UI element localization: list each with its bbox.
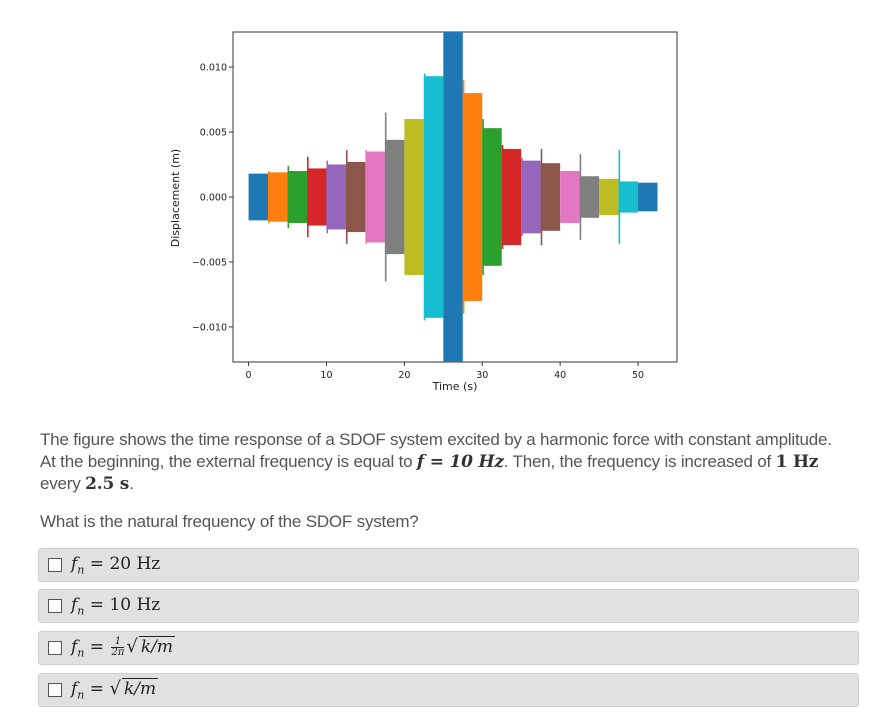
segment-band [462,93,483,301]
segment-transient [287,165,290,229]
segment-band [365,151,385,243]
x-tick-label: 40 [554,370,566,381]
x-axis-label: Time (s) [432,380,478,393]
answer-option-4[interactable]: fn = √ k/m [38,673,859,707]
segment-transient [482,119,484,275]
x-axis-ticks: 0 10 20 30 40 50 [246,362,644,381]
segment-band [638,182,658,212]
segment-transient [579,154,582,240]
segment-transient [268,171,270,223]
sqrt-symbol: √ [126,636,138,658]
y-tick-label: 0.000 [200,193,227,204]
y-axis-ticks: 0.010 0.005 0.000 −0.005 −0.010 [192,63,233,333]
segment-band [248,173,269,221]
y-tick-label: 0.005 [200,128,227,139]
segment-transient [423,73,426,321]
segment-band [345,161,366,233]
segment-band [443,32,463,362]
segment-transient [365,150,368,244]
question-part-3: every [40,474,81,493]
answer-option-3[interactable]: fn = 1 2π √ k/m [38,631,859,665]
segment-transient [521,158,523,236]
segment-band [307,168,327,226]
question-prompt: What is the natural frequency of the SDO… [40,512,419,531]
checkbox[interactable] [48,683,62,697]
segment-transient [501,145,504,249]
question-part-1: The figure shows the time response of a … [40,430,832,471]
segment-band [618,181,639,213]
math-interval: 2.5 s [85,474,130,494]
segment-transient [307,156,309,238]
segment-transient [326,160,329,234]
segment-band [423,76,444,318]
segment-transient [618,150,621,244]
sqrt-symbol: √ [109,678,121,700]
segment-band [540,163,561,231]
x-tick-label: 10 [320,370,332,381]
option-formula: fn = 10 Hz [71,594,161,618]
segment-band [287,171,307,223]
segment-band [326,164,346,230]
option-formula: fn = 1 2π √ k/m [71,636,176,660]
segment-band [560,171,580,223]
segment-transient [345,150,348,244]
segment-band [482,128,502,266]
question-part-4: . [129,474,134,493]
segment-band [579,176,600,218]
y-axis-label: Displacement (m) [169,149,182,247]
y-tick-label: −0.010 [192,322,227,333]
chart-segments [248,32,658,362]
checkbox[interactable] [48,641,62,655]
option-formula: fn = 20 Hz [71,553,161,577]
answer-option-2[interactable]: fn = 10 Hz [38,589,859,623]
option-formula: fn = √ k/m [71,678,159,702]
question-part-2: . Then, the frequency is increased of [503,452,772,471]
segment-transient [462,80,465,314]
segment-transient [384,112,387,282]
segment-band [404,119,424,275]
y-tick-label: −0.005 [192,257,227,268]
segment-transient [540,148,543,246]
segment-band [268,172,288,222]
fraction: 1 2π [111,636,125,659]
x-tick-label: 50 [632,370,644,381]
x-tick-label: 30 [476,370,488,381]
answer-option-1[interactable]: fn = 20 Hz [38,548,859,582]
checkbox[interactable] [48,558,62,572]
segment-band [384,139,405,255]
checkbox[interactable] [48,599,62,613]
question-text: The figure shows the time response of a … [40,429,840,495]
segment-band [501,148,522,246]
segment-band [599,178,619,216]
segment-band [521,160,541,234]
y-tick-label: 0.010 [200,63,227,74]
x-tick-label: 20 [398,370,410,381]
math-increment: 1 Hz [775,452,819,472]
math-frequency: f = 10 Hz [416,452,504,472]
x-tick-label: 0 [246,370,252,381]
